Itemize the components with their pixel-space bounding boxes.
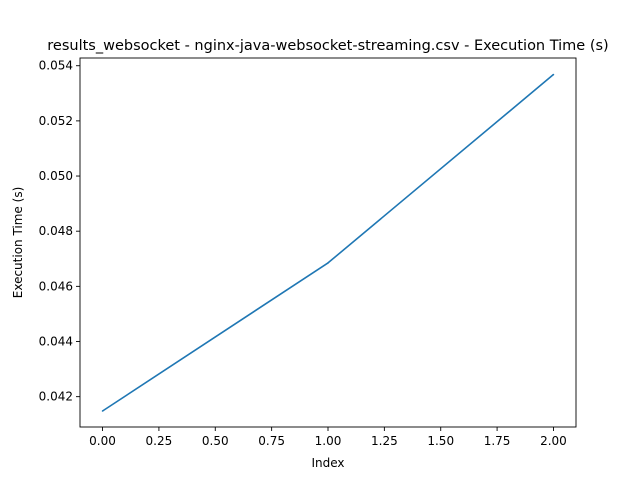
- x-tick-label: 1.75: [484, 434, 511, 448]
- y-axis-label: Execution Time (s): [11, 187, 25, 299]
- data-point: [552, 73, 555, 76]
- y-tick-label: 0.054: [39, 59, 73, 73]
- y-tick-label: 0.044: [39, 335, 73, 349]
- x-tick-label: 1.00: [315, 434, 342, 448]
- x-tick-label: 2.00: [540, 434, 567, 448]
- x-tick-label: 1.25: [371, 434, 398, 448]
- axis-ticks: 0.00 0.25 0.50 0.75 1.00 1.25 1.50 1.75 2.00 0.04…: [39, 59, 567, 448]
- axes-frame: [79, 57, 577, 428]
- y-tick-label: 0.048: [39, 224, 73, 238]
- data-point: [327, 262, 329, 264]
- chart-title: results_websocket - nginx-java-websocket…: [47, 38, 608, 54]
- x-tick-label: 1.50: [427, 434, 454, 448]
- data-point: [101, 410, 104, 412]
- plot-area: [101, 73, 555, 412]
- y-tick-label: 0.046: [39, 279, 73, 293]
- y-tick-label: 0.050: [39, 169, 73, 183]
- y-tick-label: 0.042: [39, 390, 73, 404]
- x-tick-label: 0.25: [146, 434, 173, 448]
- y-tick-label: 0.052: [39, 114, 73, 128]
- x-tick-label: 0.75: [258, 434, 285, 448]
- x-tick-label: 0.50: [202, 434, 229, 448]
- x-tick-label: 0.00: [89, 434, 116, 448]
- x-axis-label: Index: [311, 456, 344, 470]
